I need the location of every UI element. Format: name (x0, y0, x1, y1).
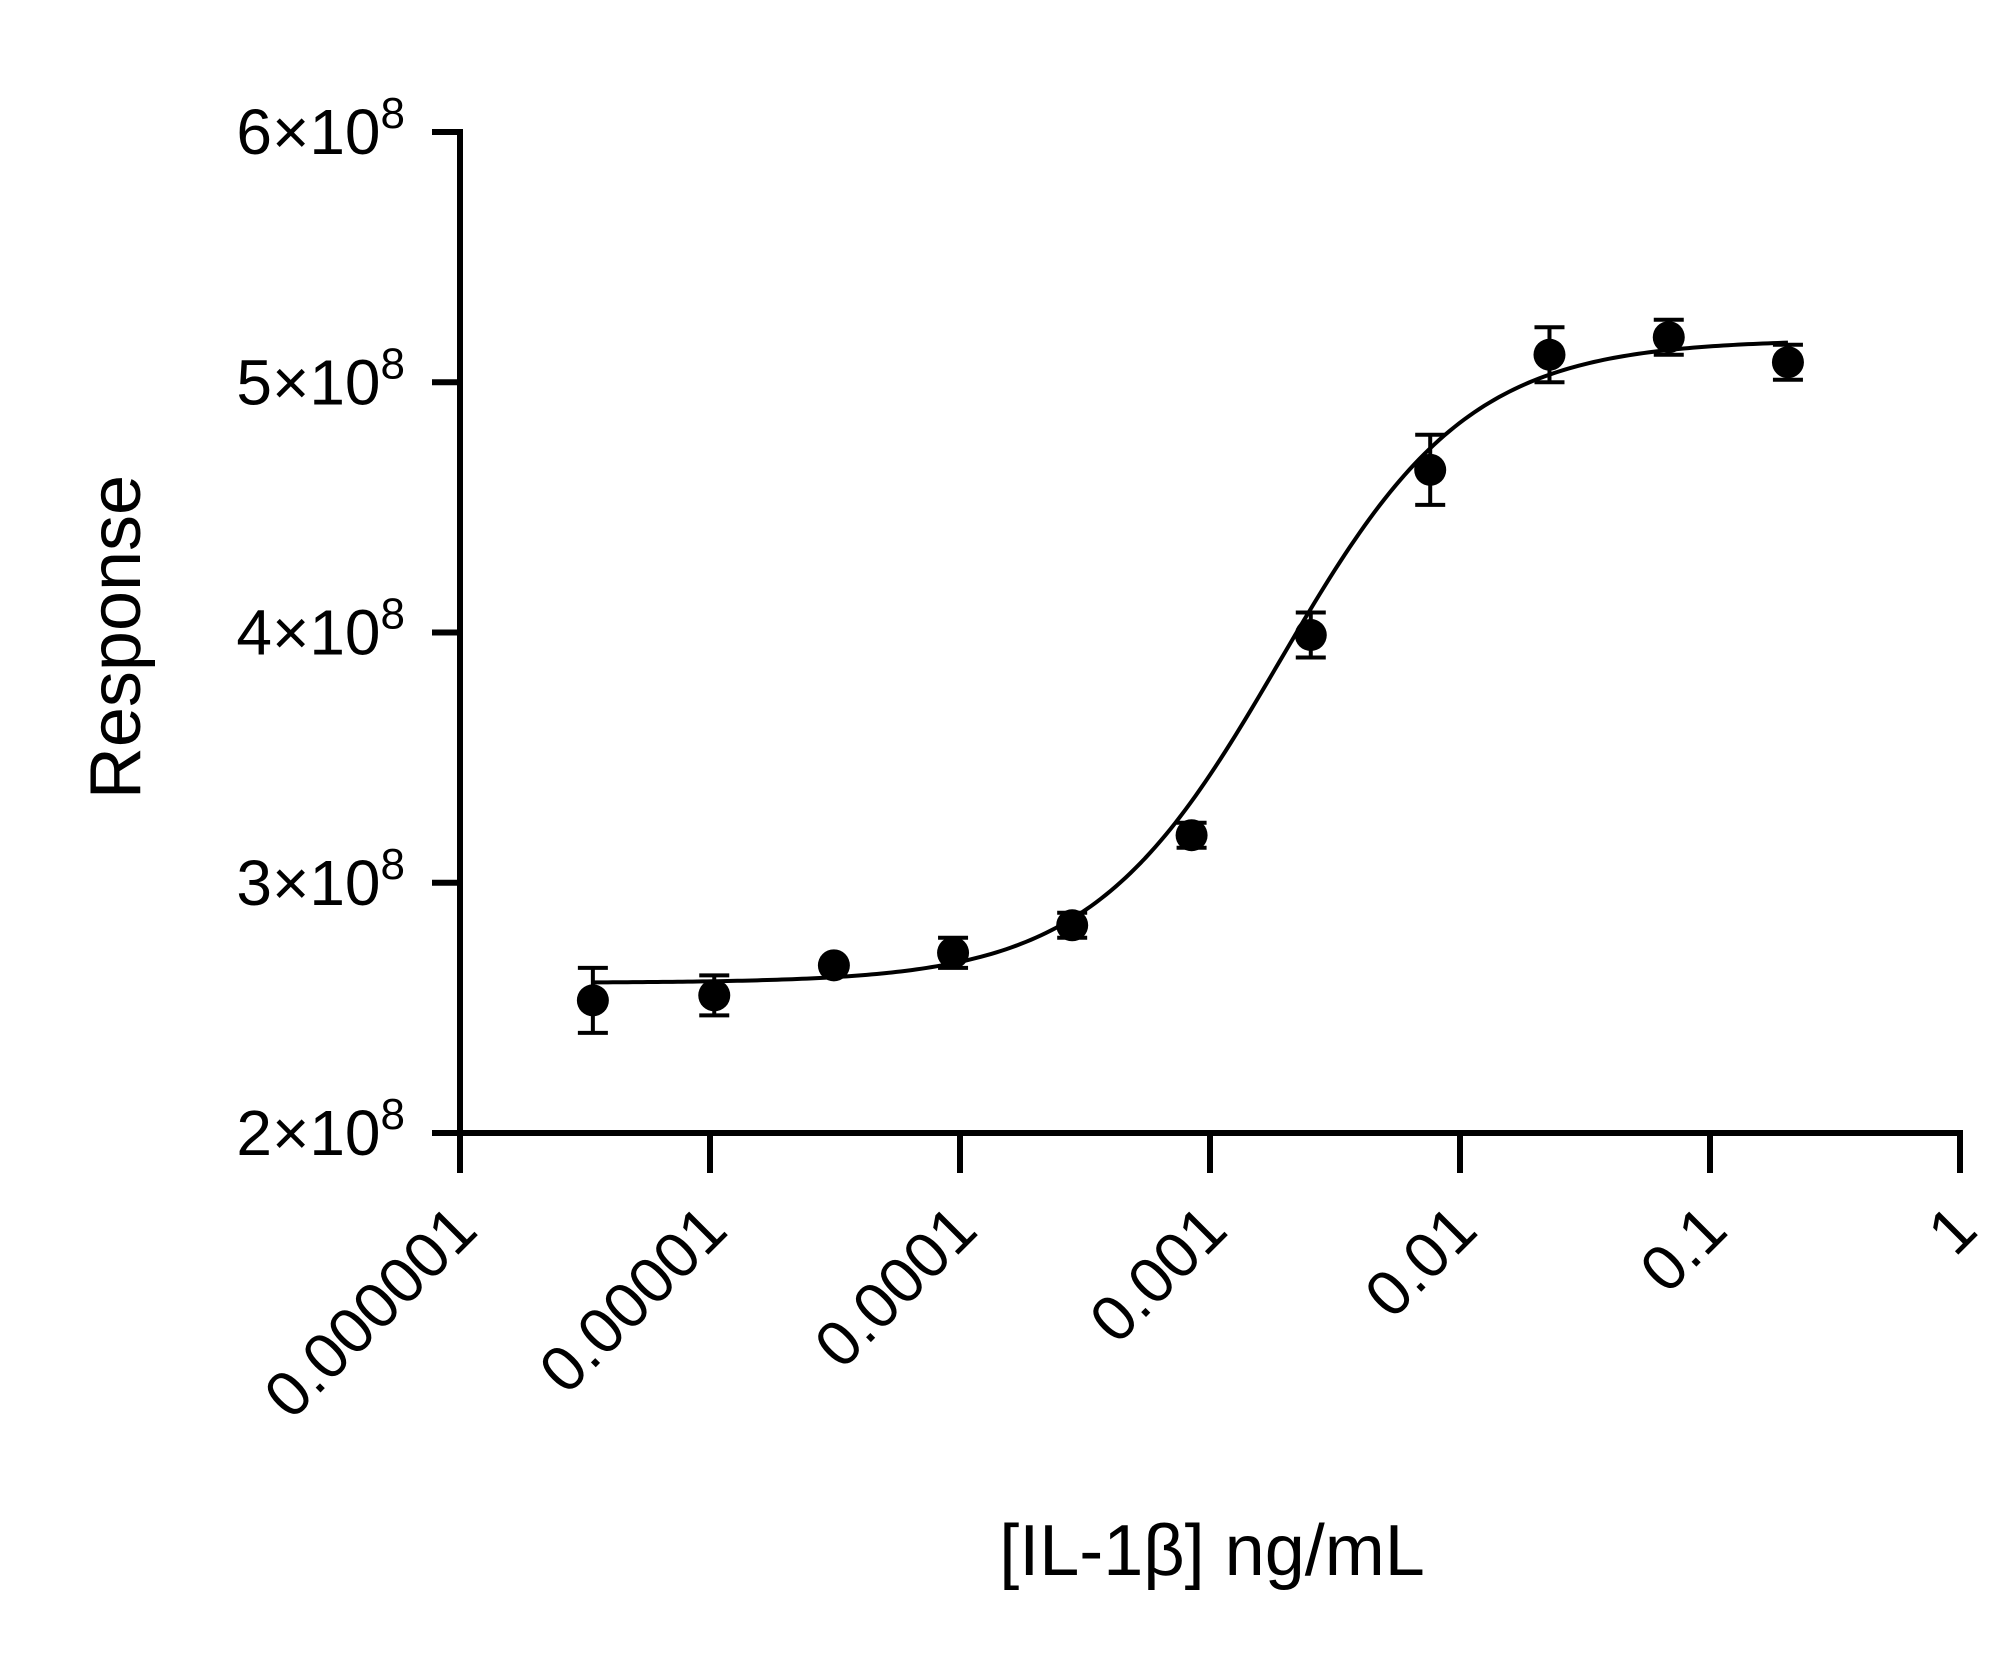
data-point (1533, 338, 1566, 371)
x-tick-label: 0.000001 (250, 1192, 490, 1432)
data-point (817, 949, 850, 982)
x-tick-label: 0.1 (1626, 1192, 1740, 1306)
data-point (1414, 453, 1447, 486)
y-tick-label: 3×108 (236, 840, 405, 919)
data-point (1056, 909, 1089, 942)
x-tick-label: 0.00001 (525, 1192, 739, 1406)
y-tick-label: 5×108 (236, 339, 405, 418)
data-point (576, 984, 609, 1017)
x-axis-title: [IL-1β] ng/mL (999, 1511, 1425, 1591)
data-point (698, 979, 731, 1012)
x-tick-label: 1 (1914, 1192, 1990, 1268)
y-axis-title: Response (76, 475, 156, 799)
x-tick-label: 0.0001 (801, 1192, 990, 1381)
data-point (1294, 619, 1327, 652)
data-point (937, 936, 970, 969)
y-tick-label: 4×108 (236, 590, 405, 669)
fit-curve (592, 340, 1789, 985)
y-tick-label: 6×108 (236, 89, 405, 168)
y-tick-label: 2×108 (236, 1090, 405, 1169)
y-axis: 2×108 3×108 4×108 5×108 6×108 (236, 89, 463, 1169)
x-tick-label: 0.001 (1076, 1192, 1240, 1356)
fit-curve-layer (592, 340, 1789, 985)
data-point (1771, 346, 1804, 379)
x-axis: 0.000001 0.00001 0.0001 0.001 0.01 0.1 1 (250, 1130, 1990, 1432)
data-point-layer (576, 321, 1804, 1017)
error-bar-layer (577, 317, 1803, 1035)
x-tick-label: 0.01 (1351, 1192, 1490, 1331)
data-point (1652, 321, 1685, 354)
data-point (1175, 819, 1208, 852)
